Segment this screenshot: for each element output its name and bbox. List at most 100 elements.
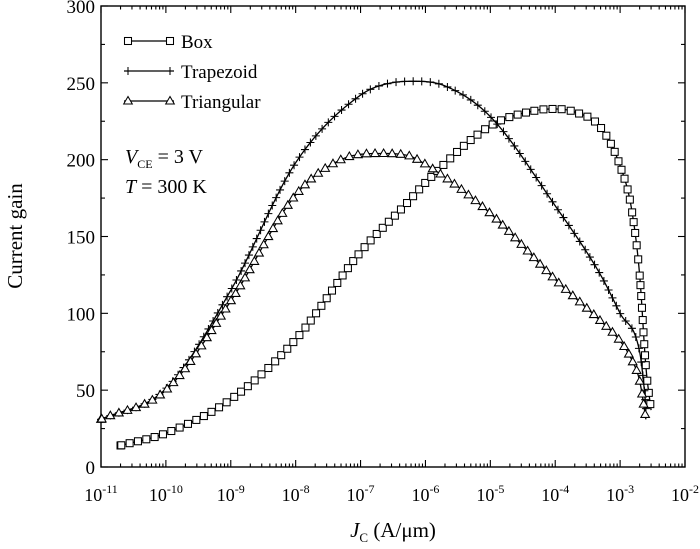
data-point-triangular (161, 383, 173, 393)
data-point-triangular (491, 213, 502, 223)
data-point-triangular (312, 167, 324, 177)
data-point-trapezoid (499, 127, 508, 136)
data-point-box (617, 165, 626, 174)
data-point-box (646, 400, 655, 409)
y-tick-label: 250 (67, 74, 96, 95)
data-point-trapezoid (473, 101, 482, 110)
data-point-box (207, 407, 216, 416)
data-point-box (317, 301, 326, 310)
data-point-box (402, 198, 412, 208)
data-point-trapezoid (553, 205, 562, 214)
data-point-trapezoid (311, 131, 320, 140)
data-point-box (638, 316, 647, 325)
data-point-triangular (534, 258, 546, 268)
data-point-box (133, 437, 142, 446)
data-point-box (306, 316, 315, 325)
data-point-trapezoid (487, 113, 496, 122)
data-point-triangular (567, 290, 578, 300)
data-point-box (372, 229, 381, 239)
data-point-triangular (96, 413, 107, 423)
data-point-triangular (636, 388, 648, 398)
data-point-box (327, 286, 337, 295)
data-point-trapezoid (260, 217, 269, 226)
data-point-triangular (560, 283, 571, 293)
legend-plus-marker (166, 67, 174, 75)
data-point-box (496, 116, 506, 125)
data-point-box (384, 217, 393, 226)
data-point-trapezoid (543, 189, 552, 198)
data-point-box (250, 376, 259, 385)
data-point-trapezoid (627, 324, 636, 333)
x-axis-label: JC (A/μm) (350, 518, 436, 545)
x-tick-label: 10-4 (541, 482, 569, 505)
data-point-trapezoid (526, 165, 535, 174)
data-point-box (117, 441, 126, 450)
data-point-trapezoid (227, 284, 236, 293)
data-point-trapezoid (458, 90, 467, 99)
data-point-box (322, 294, 331, 303)
data-point-box (366, 236, 375, 245)
data-point-triangular (528, 252, 540, 262)
data-point-box (631, 228, 640, 238)
data-point-box (513, 110, 522, 119)
data-point-triangular (263, 231, 274, 241)
data-point-trapezoid (268, 201, 277, 210)
data-point-trapezoid (285, 168, 294, 177)
data-point-trapezoid (612, 301, 621, 310)
x-tick-labels: 10-11 10-10 10-9 10-8 10-7 10-6 10-5 10-4 10-3 10… (84, 482, 699, 505)
data-point-trapezoid (604, 286, 613, 295)
data-point-box (505, 113, 514, 122)
legend-item-triangular: Triangular (122, 92, 261, 113)
data-point-trapezoid (409, 77, 418, 86)
data-point-box (606, 139, 615, 148)
data-point-trapezoid (374, 81, 383, 90)
data-point-trapezoid (443, 82, 452, 91)
legend-item-trapezoid: Trapezoid (124, 62, 258, 83)
data-point-box (636, 281, 645, 290)
data-point-trapezoid (480, 107, 489, 116)
data-point-triangular (267, 222, 279, 233)
data-point-trapezoid (351, 94, 360, 103)
data-point-triangular (215, 310, 227, 320)
x-tick-label: 10-6 (411, 482, 439, 505)
y-axis-label: Current gain (3, 183, 27, 289)
data-point-trapezoid (608, 293, 617, 302)
data-point-trapezoid (638, 371, 647, 380)
data-point-box (333, 278, 342, 287)
data-point-triangular (553, 277, 564, 287)
data-point-trapezoid (392, 78, 401, 87)
data-point-triangular (299, 179, 311, 189)
data-point-box (183, 419, 193, 428)
condition-annotations: VCE = 3 V T = 300 K (125, 146, 207, 198)
data-point-triangular (601, 320, 612, 330)
data-point-box (637, 303, 647, 312)
data-point-box (150, 433, 159, 442)
x-tick-label: 10-9 (217, 482, 245, 505)
data-point-triangular (130, 402, 142, 412)
data-point-box (192, 415, 201, 424)
data-point-triangular (293, 185, 304, 195)
data-point-box (473, 130, 482, 139)
data-point-trapezoid (330, 112, 339, 121)
data-point-triangular (168, 377, 179, 387)
data-point-trapezoid (595, 268, 604, 277)
data-point-triangular (174, 369, 185, 380)
data-point-box (289, 338, 298, 347)
data-point-trapezoid (637, 358, 646, 367)
data-point-box (125, 439, 134, 448)
data-point-triangular (581, 302, 592, 312)
data-point-triangular (239, 272, 251, 282)
data-point-trapezoid (451, 86, 460, 95)
axis-ticks (100, 5, 686, 468)
data-point-triangular (206, 324, 217, 335)
data-point-box (264, 363, 273, 373)
data-point-box (142, 435, 151, 444)
data-point-box (590, 117, 600, 126)
data-point-trapezoid (366, 85, 375, 94)
data-point-triangular (179, 363, 191, 373)
data-point-box (175, 423, 184, 432)
data-point-trapezoid (510, 141, 519, 150)
data-point-box (215, 403, 224, 412)
data-point-triangular (305, 173, 317, 183)
